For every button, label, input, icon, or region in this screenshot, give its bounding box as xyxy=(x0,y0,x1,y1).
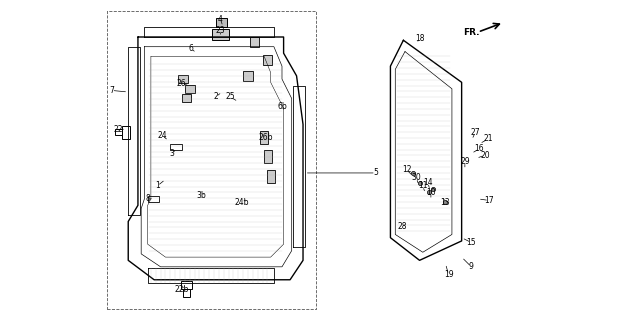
Text: 4: 4 xyxy=(218,15,223,24)
Text: 17: 17 xyxy=(484,196,494,205)
Text: 26b: 26b xyxy=(259,133,273,142)
Text: 23: 23 xyxy=(215,26,225,35)
Text: 29: 29 xyxy=(460,157,470,166)
Text: 28: 28 xyxy=(397,222,407,231)
Text: 22: 22 xyxy=(113,125,123,134)
Bar xyxy=(122,126,130,139)
Text: 24: 24 xyxy=(157,131,167,140)
Text: 24b: 24b xyxy=(234,197,249,207)
Text: 7: 7 xyxy=(109,86,114,95)
Bar xyxy=(261,131,269,144)
Text: 6: 6 xyxy=(189,44,194,53)
Bar xyxy=(181,94,191,102)
Text: 25: 25 xyxy=(225,92,235,101)
Text: 19: 19 xyxy=(444,270,454,279)
Bar xyxy=(264,150,272,163)
Text: 26: 26 xyxy=(177,79,186,88)
Text: 18: 18 xyxy=(415,34,424,43)
Text: 27: 27 xyxy=(470,128,480,137)
Text: 13: 13 xyxy=(441,197,450,207)
Text: 5: 5 xyxy=(373,168,378,178)
Bar xyxy=(170,144,181,150)
Text: 8: 8 xyxy=(145,194,150,203)
Text: 12: 12 xyxy=(402,165,412,174)
Bar xyxy=(212,29,228,40)
Text: 30: 30 xyxy=(412,173,421,182)
Bar xyxy=(216,18,227,27)
Bar xyxy=(181,281,193,290)
Text: 10: 10 xyxy=(426,188,436,197)
Bar xyxy=(115,129,122,135)
Text: 9: 9 xyxy=(469,262,474,271)
Bar xyxy=(148,196,159,202)
Text: 2: 2 xyxy=(214,92,218,101)
Text: 6b: 6b xyxy=(277,102,287,111)
Text: 3: 3 xyxy=(170,149,175,158)
Text: 21: 21 xyxy=(483,134,493,143)
Text: 16: 16 xyxy=(475,144,484,153)
Text: 22b: 22b xyxy=(175,285,189,294)
Text: FR.: FR. xyxy=(463,28,480,37)
Text: 20: 20 xyxy=(480,151,490,160)
Bar xyxy=(249,37,259,47)
Bar xyxy=(243,71,253,81)
Text: 14: 14 xyxy=(423,178,433,187)
Text: 15: 15 xyxy=(467,238,476,247)
Bar xyxy=(185,84,194,93)
Text: 11: 11 xyxy=(418,181,428,190)
Bar xyxy=(267,170,275,183)
Bar xyxy=(183,290,190,297)
Text: 3b: 3b xyxy=(196,191,206,200)
Bar xyxy=(262,55,272,65)
Bar xyxy=(178,75,188,83)
Text: 1: 1 xyxy=(155,181,160,190)
